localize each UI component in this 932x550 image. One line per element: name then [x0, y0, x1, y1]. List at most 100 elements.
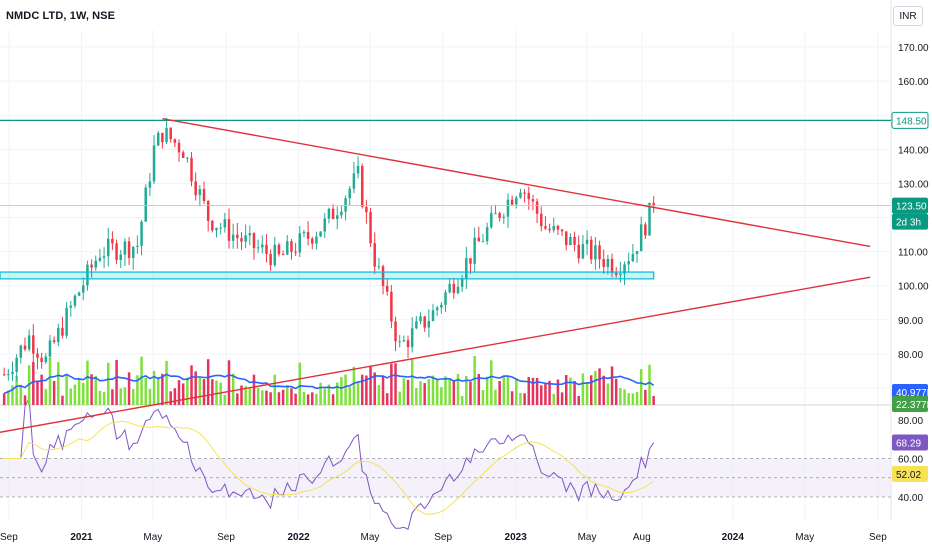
rsi-tick-label: 40.00 — [898, 493, 923, 504]
candle-body — [127, 241, 131, 259]
candle-body — [502, 216, 506, 218]
candle-body — [323, 218, 327, 232]
candle-body — [398, 341, 401, 343]
candle-body — [377, 266, 381, 268]
volume-bar — [589, 375, 593, 405]
volume-bar — [477, 373, 481, 405]
candle-body — [410, 328, 414, 348]
candle-body — [82, 285, 85, 293]
candle-body — [598, 245, 601, 260]
candle-body — [360, 165, 364, 207]
volume-bar — [156, 377, 160, 405]
rsi-badge: 68.29 — [896, 439, 921, 450]
candle-body — [40, 357, 43, 363]
volume-bar — [40, 374, 43, 405]
candle-body — [548, 228, 551, 231]
currency-button[interactable]: INR — [893, 6, 923, 26]
candle-body — [57, 327, 60, 343]
volume-bar — [465, 375, 468, 405]
volume-bar — [82, 382, 85, 405]
candle-body — [535, 201, 539, 214]
volume-bar — [419, 381, 422, 405]
price-tick-label: 140.00 — [898, 145, 929, 156]
volume-bar — [73, 384, 77, 405]
volume-bar — [544, 383, 547, 405]
candle-body — [119, 254, 122, 260]
volume-bar — [456, 373, 460, 405]
volume-bar — [427, 379, 431, 405]
candle-body — [481, 241, 485, 243]
candle-body — [490, 213, 493, 228]
volume-bar — [410, 358, 414, 405]
candle-body — [564, 231, 568, 246]
candle-body — [240, 238, 243, 242]
candle-body — [435, 307, 439, 311]
volume-bar — [86, 360, 89, 405]
candle-body — [211, 220, 214, 231]
rsi-ma-line — [4, 420, 654, 516]
time-tick-label: 2021 — [70, 532, 93, 543]
volume-bar — [90, 374, 93, 405]
volume-bar — [594, 371, 597, 405]
volume-bar — [190, 365, 193, 405]
rsi-tick-label: 80.00 — [898, 416, 923, 427]
volume-bar — [515, 378, 518, 405]
volume-bar — [631, 393, 635, 405]
volume-bar — [502, 375, 506, 405]
volume-bar — [11, 385, 14, 405]
candle-body — [456, 286, 460, 294]
volume-ma-line — [3, 373, 655, 395]
volume-bar — [194, 371, 197, 405]
candle-body — [77, 292, 81, 296]
time-tick-label: 2022 — [287, 532, 310, 543]
candle-body — [27, 335, 31, 350]
candle-body — [560, 229, 564, 232]
lower-trendline — [0, 276, 871, 433]
volume-bar — [598, 368, 601, 405]
volume-bar — [585, 382, 589, 405]
candle-body — [531, 199, 535, 202]
candle-body — [123, 241, 127, 255]
candle-body — [2, 374, 6, 376]
volume-bar — [281, 389, 285, 405]
candle-body — [244, 235, 247, 242]
volume-bar — [619, 388, 622, 405]
candle-body — [469, 258, 472, 264]
volume-bar — [652, 395, 655, 405]
candle-body — [344, 198, 347, 212]
candle-body — [619, 273, 622, 276]
volume-bar — [344, 374, 347, 405]
volume-bar — [261, 390, 264, 405]
candle-body — [440, 304, 443, 308]
candle-body — [573, 236, 576, 245]
volume-bar — [564, 374, 568, 405]
candle-body — [427, 320, 431, 328]
volume-bar — [265, 390, 268, 405]
volume-bar — [181, 383, 185, 405]
resistance-badge-bg — [891, 111, 929, 129]
candle-body — [327, 208, 331, 219]
volume-bar — [136, 375, 139, 405]
rsi-badge-bg — [892, 434, 928, 451]
candle-body — [644, 224, 647, 236]
candle-body — [290, 241, 293, 252]
volume-bar — [7, 390, 10, 405]
volume-bar — [244, 386, 247, 405]
volume-bar — [61, 395, 64, 405]
candle-body — [19, 345, 23, 358]
candle-body — [98, 257, 102, 261]
candle-body — [356, 165, 360, 174]
rsi-panel — [0, 396, 891, 531]
volume-bar — [423, 383, 426, 405]
volume-bar — [494, 389, 497, 405]
volume-bar — [202, 379, 206, 405]
candle-body — [452, 283, 456, 294]
volume-bar — [327, 384, 331, 405]
candle-body — [173, 139, 177, 143]
candle-body — [315, 236, 318, 244]
candle-body — [311, 238, 314, 244]
candle-body — [107, 238, 110, 257]
candle-body — [523, 192, 526, 194]
volume-bar — [144, 377, 147, 405]
time-tick-label: May — [795, 532, 814, 543]
